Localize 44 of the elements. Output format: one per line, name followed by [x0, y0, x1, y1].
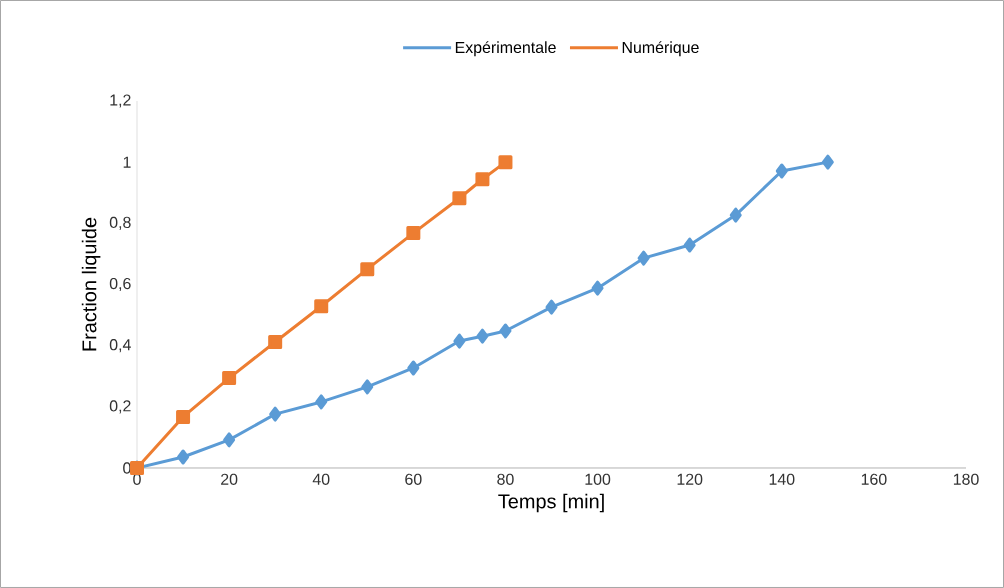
point — [222, 371, 237, 386]
point — [406, 226, 421, 241]
y-tick-label: 1,2 — [110, 94, 131, 108]
x-tick-label: 120 — [677, 473, 703, 485]
point — [475, 172, 490, 187]
point — [498, 155, 513, 170]
point — [545, 299, 558, 315]
x-tick-label: 40 — [312, 473, 330, 485]
point — [453, 333, 466, 349]
y-tick-label: 0,8 — [109, 216, 131, 230]
point — [452, 191, 467, 206]
point — [223, 432, 236, 448]
point — [775, 163, 788, 179]
x-tick-label: 20 — [221, 473, 238, 485]
legend-label: Numérique — [622, 41, 699, 57]
y-tick-label: 0,4 — [109, 339, 131, 353]
point — [176, 409, 191, 424]
point — [591, 280, 604, 296]
point — [729, 207, 742, 223]
point — [821, 154, 834, 170]
x-tick-label: 80 — [497, 473, 514, 485]
point — [407, 360, 420, 376]
legend-label: Expérimentale — [455, 41, 556, 57]
x-tick-label: 160 — [861, 473, 887, 485]
point — [476, 328, 489, 344]
y-axis-title: Fraction liquide — [81, 217, 101, 351]
x-tick-label: 140 — [769, 473, 795, 485]
x-tick-label: 180 — [953, 473, 979, 485]
x-axis-title: Temps [min] — [498, 493, 604, 513]
point — [683, 237, 696, 253]
point — [177, 449, 190, 465]
point — [315, 394, 328, 410]
point — [269, 406, 282, 422]
point — [361, 379, 374, 395]
point — [314, 299, 329, 314]
point — [360, 262, 375, 277]
x-tick-label: 100 — [585, 473, 611, 485]
y-tick-label: 0,2 — [109, 400, 131, 414]
y-tick-label: 0,6 — [109, 277, 131, 292]
point — [637, 250, 650, 266]
point — [499, 323, 512, 339]
point — [268, 334, 283, 349]
x-tick-label: 60 — [405, 473, 422, 485]
y-tick-label: 1 — [123, 156, 131, 168]
